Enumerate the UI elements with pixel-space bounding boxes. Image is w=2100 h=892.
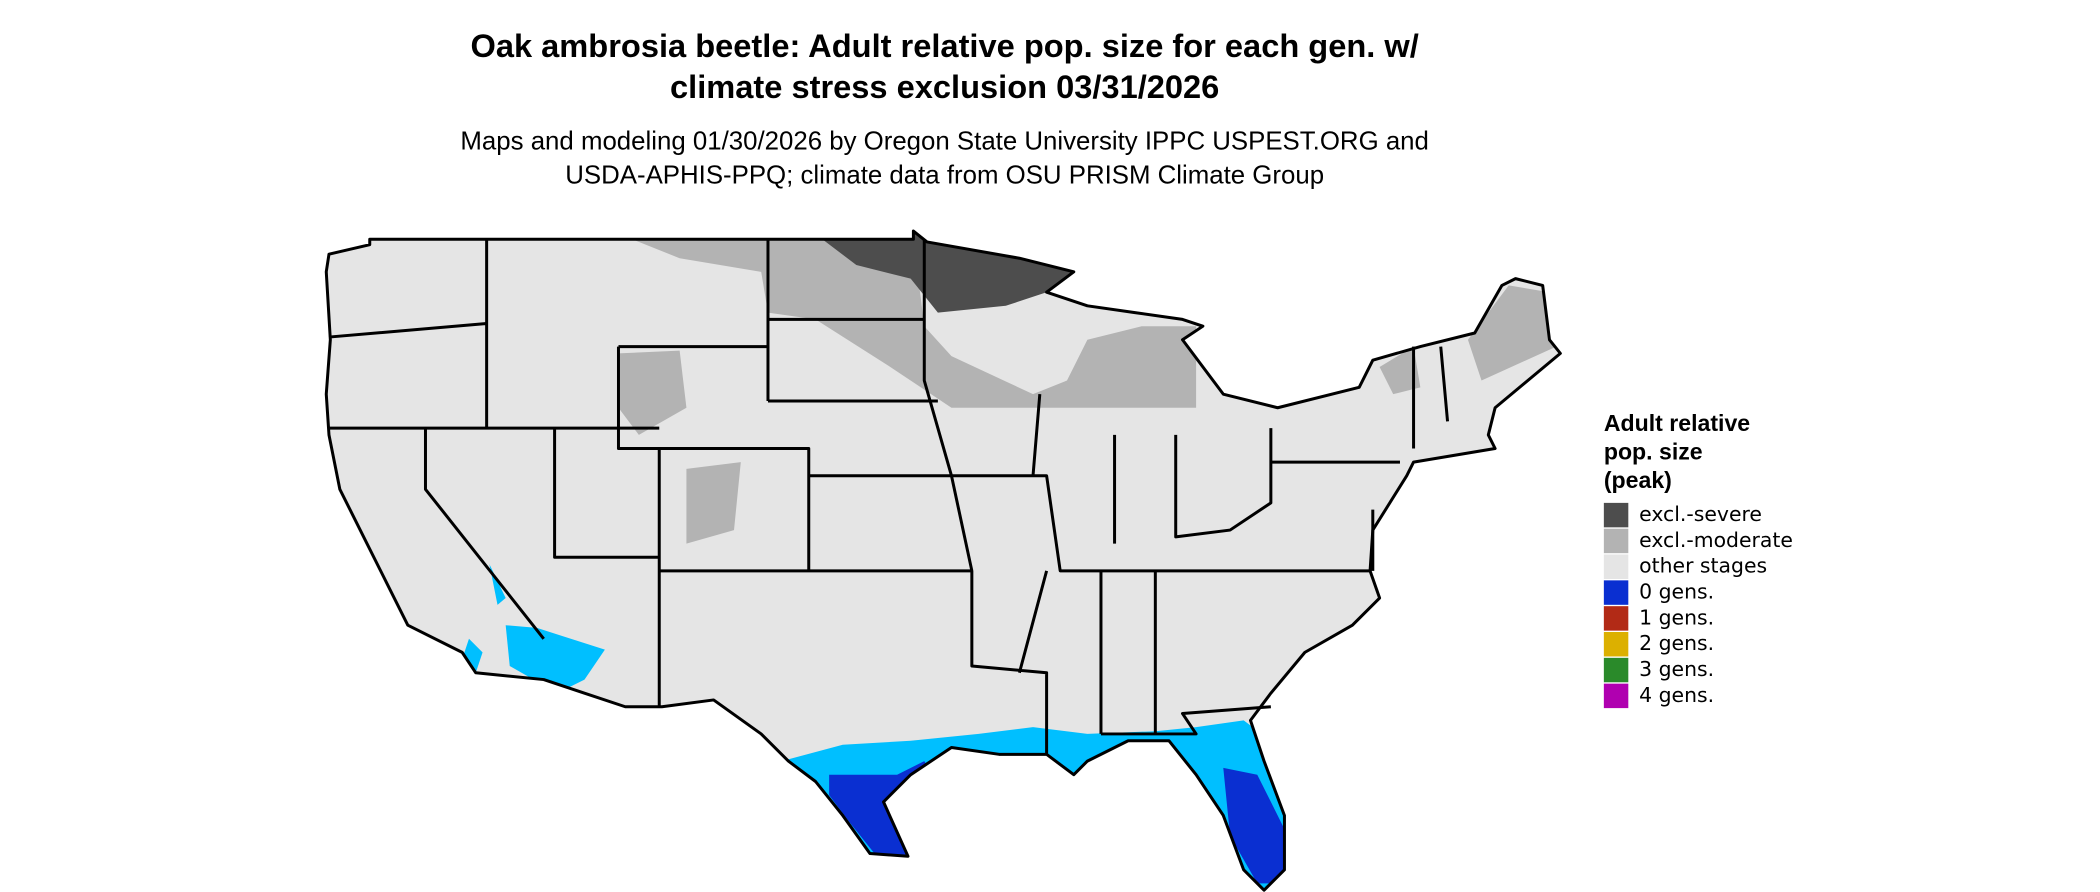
- region-other-stages: [326, 231, 1561, 891]
- legend-swatch: [1603, 606, 1629, 631]
- legend-title-line: (peak): [1604, 467, 1672, 493]
- state-borders: [324, 229, 1562, 892]
- legend-swatch: [1603, 528, 1629, 554]
- legend-title-line: pop. size: [1604, 438, 1703, 464]
- legend-title-line: Adult relative: [1604, 410, 1750, 436]
- legend-label: excl.-moderate: [1639, 528, 1793, 552]
- legend-label: other stages: [1639, 554, 1767, 578]
- region-severe: [822, 231, 1074, 313]
- title-line: climate stress exclusion 03/31/2026: [670, 68, 1219, 105]
- subtitle-line: USDA-APHIS-PPQ; climate data from OSU PR…: [565, 161, 1324, 189]
- legend-swatch: [1603, 657, 1629, 683]
- legend-swatch: [1603, 554, 1629, 579]
- legend-label: 1 gens.: [1639, 605, 1714, 629]
- legend-swatch: [1603, 631, 1629, 657]
- region-moderate: [618, 350, 741, 544]
- title-line: Oak ambrosia beetle: Adult relative pop.…: [470, 27, 1418, 64]
- legend-swatch: [1603, 683, 1629, 709]
- legend-label: 2 gens.: [1639, 631, 1714, 655]
- legend-label: 4 gens.: [1639, 683, 1714, 707]
- us-map: [324, 229, 1562, 892]
- legend-label: excl.-severe: [1639, 502, 1762, 526]
- subtitle-line: Maps and modeling 01/30/2026 by Oregon S…: [460, 128, 1428, 156]
- region-moderate: [632, 239, 1197, 408]
- legend-swatch: [1603, 580, 1629, 605]
- region-zero-gens: [829, 761, 1285, 884]
- legend-label: 0 gens.: [1639, 580, 1714, 604]
- legend-swatch: [1603, 502, 1629, 528]
- state-border: [328, 239, 1450, 755]
- legend-label: 3 gens.: [1639, 657, 1714, 681]
- region-light-blue: [462, 564, 605, 694]
